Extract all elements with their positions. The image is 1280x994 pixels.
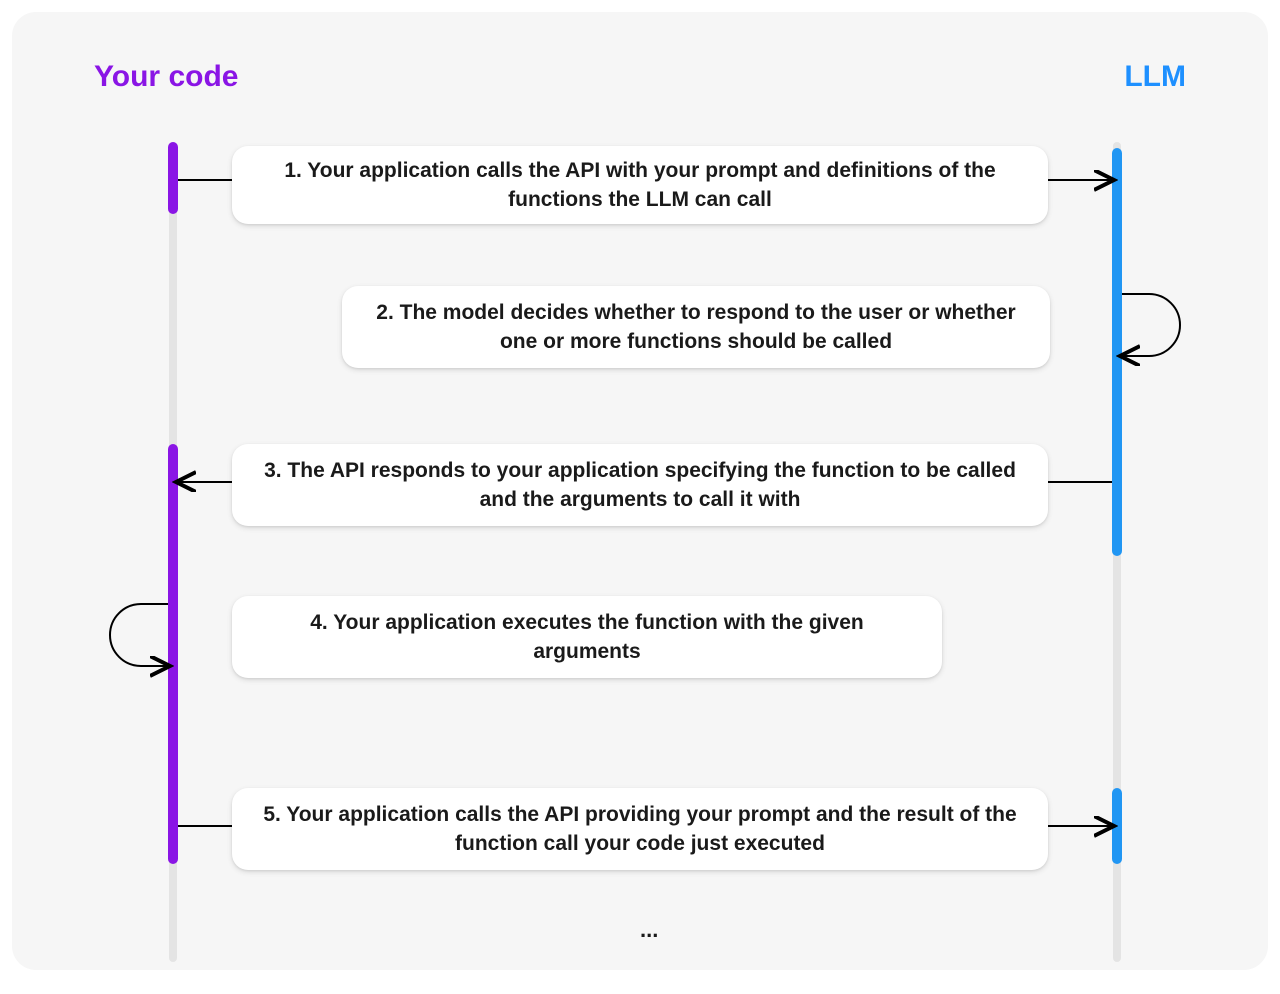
activation-llm <box>1112 148 1122 556</box>
step-4: 4. Your application executes the functio… <box>232 596 942 678</box>
step-1: 1. Your application calls the API with y… <box>232 146 1048 224</box>
activation-llm <box>1112 788 1122 864</box>
activation-your-code <box>168 142 178 214</box>
step-3: 3. The API responds to your application … <box>232 444 1048 526</box>
sequence-diagram: Your code LLM 1. Your application calls … <box>12 12 1268 970</box>
step-5: 5. Your application calls the API provid… <box>232 788 1048 870</box>
step-2: 2. The model decides whether to respond … <box>342 286 1050 368</box>
continuation-ellipsis: ... <box>640 917 658 943</box>
heading-your-code: Your code <box>94 60 238 94</box>
heading-llm: LLM <box>1124 60 1186 94</box>
activation-your-code <box>168 444 178 864</box>
